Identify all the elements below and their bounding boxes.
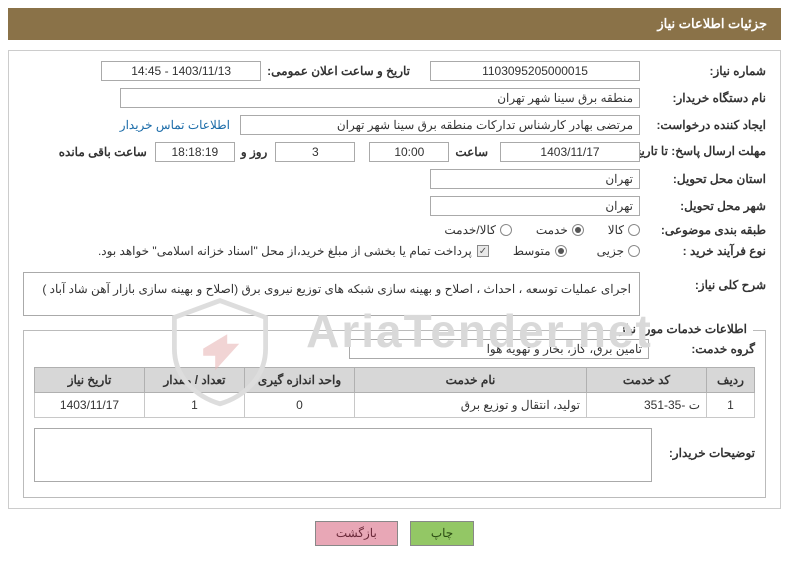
- td-name: تولید، انتقال و توزیع برق: [355, 393, 587, 418]
- service-group-value: تامین برق، گاز، بخار و تهویه هوا: [349, 339, 649, 359]
- th-date: تاریخ نیاز: [35, 368, 145, 393]
- th-qty: تعداد / مقدار: [145, 368, 245, 393]
- radio-icon: [572, 224, 584, 236]
- services-table-wrap: ردیف کد خدمت نام خدمت واحد اندازه گیری ت…: [34, 367, 755, 418]
- table-header-row: ردیف کد خدمت نام خدمت واحد اندازه گیری ت…: [35, 368, 755, 393]
- buyer-notes-textarea[interactable]: [34, 428, 652, 482]
- page-header: جزئیات اطلاعات نیاز: [8, 8, 781, 40]
- city-label: شهر محل تحویل:: [646, 199, 766, 213]
- service-group-label: گروه خدمت:: [655, 342, 755, 356]
- radio-goods-service[interactable]: کالا/خدمت: [444, 223, 511, 237]
- row-need-number: شماره نیاز: 1103095205000015 تاریخ و ساع…: [23, 61, 766, 81]
- row-requester: ایجاد کننده درخواست: مرتضی بهادر کارشناس…: [23, 115, 766, 135]
- th-unit: واحد اندازه گیری: [245, 368, 355, 393]
- services-table: ردیف کد خدمت نام خدمت واحد اندازه گیری ت…: [34, 367, 755, 418]
- row-province: استان محل تحویل: تهران: [23, 169, 766, 189]
- payment-checkbox-wrap: ✓ پرداخت تمام یا بخشی از مبلغ خرید،از مح…: [98, 244, 489, 258]
- back-button[interactable]: بازگشت: [315, 521, 398, 546]
- radio-service[interactable]: خدمت: [536, 223, 584, 237]
- row-service-group: گروه خدمت: تامین برق، گاز، بخار و تهویه …: [34, 339, 755, 359]
- remaining-label: ساعت باقی مانده: [59, 145, 147, 159]
- td-num: 1: [707, 393, 755, 418]
- buy-type-label: نوع فرآیند خرید :: [646, 244, 766, 258]
- desc-value: اجرای عملیات توسعه ، احداث ، اصلاح و بهی…: [23, 272, 640, 316]
- radio-medium[interactable]: متوسط: [513, 244, 567, 258]
- radio-icon: [500, 224, 512, 236]
- buyer-org-label: نام دستگاه خریدار:: [646, 91, 766, 105]
- buy-type-radio-group: جزیی متوسط: [513, 244, 640, 258]
- print-button[interactable]: چاپ: [410, 521, 474, 546]
- city-value: تهران: [430, 196, 640, 216]
- radio-goods[interactable]: کالا: [608, 223, 640, 237]
- buyer-contact-link[interactable]: اطلاعات تماس خریدار: [120, 118, 230, 132]
- province-label: استان محل تحویل:: [646, 172, 766, 186]
- row-buyer-notes: توضیحات خریدار:: [34, 428, 755, 482]
- radio-partial[interactable]: جزیی: [597, 244, 640, 258]
- announce-label: تاریخ و ساعت اعلان عمومی:: [267, 64, 410, 78]
- buyer-org-value: منطقه برق سینا شهر تهران: [120, 88, 640, 108]
- radio-medium-label: متوسط: [513, 244, 551, 258]
- td-unit: 0: [245, 393, 355, 418]
- services-legend: اطلاعات خدمات مورد نیاز: [614, 322, 753, 336]
- page-title: جزئیات اطلاعات نیاز: [657, 16, 767, 31]
- radio-icon: [628, 224, 640, 236]
- row-category: طبقه بندی موضوعی: کالا خدمت کالا/خدمت: [23, 223, 766, 237]
- button-row: چاپ بازگشت: [8, 521, 781, 546]
- services-fieldset: اطلاعات خدمات مورد نیاز گروه خدمت: تامین…: [23, 330, 766, 498]
- requester-value: مرتضی بهادر کارشناس تدارکات منطقه برق سی…: [240, 115, 640, 135]
- row-deadline: مهلت ارسال پاسخ: تا تاریخ: 1403/11/17 سا…: [23, 142, 766, 162]
- days-value: 3: [275, 142, 355, 162]
- td-qty: 1: [145, 393, 245, 418]
- row-buyer-org: نام دستگاه خریدار: منطقه برق سینا شهر ته…: [23, 88, 766, 108]
- th-name: نام خدمت: [355, 368, 587, 393]
- radio-icon: [555, 245, 567, 257]
- payment-note-text: پرداخت تمام یا بخشی از مبلغ خرید،از محل …: [98, 244, 472, 258]
- category-label: طبقه بندی موضوعی:: [646, 223, 766, 237]
- province-value: تهران: [430, 169, 640, 189]
- content-box: AriaTender.net شماره نیاز: 1103095205000…: [8, 50, 781, 509]
- radio-icon: [628, 245, 640, 257]
- radio-service-label: خدمت: [536, 223, 568, 237]
- th-code: کد خدمت: [587, 368, 707, 393]
- buyer-notes-label: توضیحات خریدار:: [658, 428, 755, 460]
- deadline-date-value: 1403/11/17: [500, 142, 640, 162]
- announce-value: 1403/11/13 - 14:45: [101, 61, 261, 81]
- radio-partial-label: جزیی: [597, 244, 624, 258]
- radio-goods-label: کالا: [608, 223, 624, 237]
- category-radio-group: کالا خدمت کالا/خدمت: [444, 223, 640, 237]
- need-number-value: 1103095205000015: [430, 61, 640, 81]
- th-row: ردیف: [707, 368, 755, 393]
- row-city: شهر محل تحویل: تهران: [23, 196, 766, 216]
- row-buy-type: نوع فرآیند خرید : جزیی متوسط ✓ پرداخت تم…: [23, 244, 766, 258]
- days-and-label: روز و: [241, 145, 268, 159]
- requester-label: ایجاد کننده درخواست:: [646, 118, 766, 132]
- deadline-label: مهلت ارسال پاسخ: تا تاریخ:: [646, 144, 766, 160]
- time-label: ساعت: [455, 145, 488, 159]
- need-number-label: شماره نیاز:: [646, 64, 766, 78]
- table-row: 1 ت -35-351 تولید، انتقال و توزیع برق 0 …: [35, 393, 755, 418]
- page-container: جزئیات اطلاعات نیاز AriaTender.net شماره…: [0, 0, 789, 554]
- radio-goods-service-label: کالا/خدمت: [444, 223, 495, 237]
- row-description: شرح کلی نیاز: اجرای عملیات توسعه ، احداث…: [23, 272, 766, 316]
- deadline-time-value: 10:00: [369, 142, 449, 162]
- desc-label: شرح کلی نیاز:: [646, 272, 766, 292]
- payment-checkbox[interactable]: ✓: [477, 245, 489, 257]
- td-code: ت -35-351: [587, 393, 707, 418]
- remaining-time-value: 18:18:19: [155, 142, 235, 162]
- td-date: 1403/11/17: [35, 393, 145, 418]
